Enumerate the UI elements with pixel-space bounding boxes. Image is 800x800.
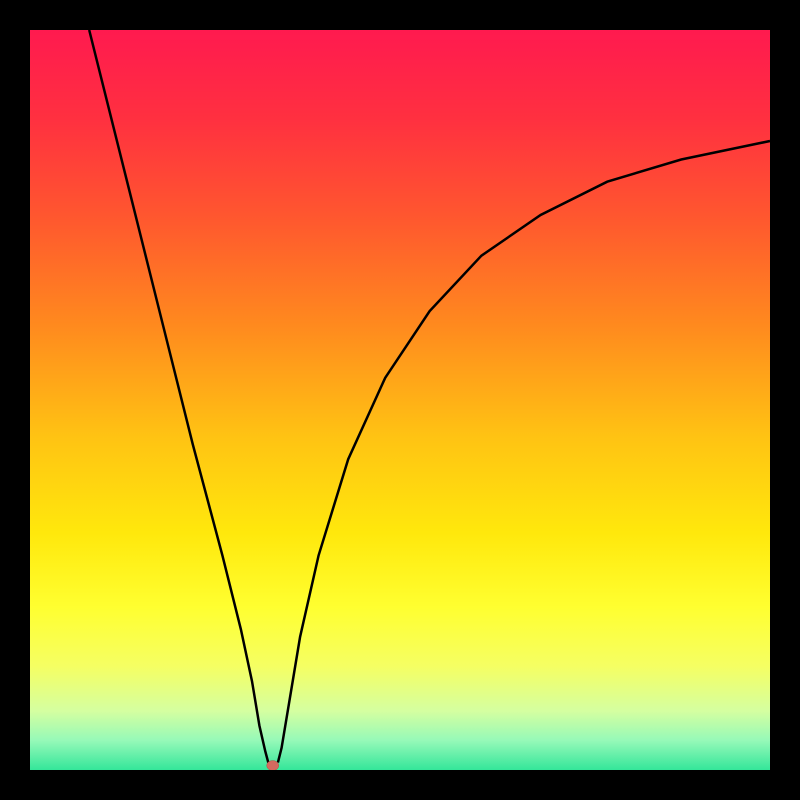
chart-container: TheBottleneck.com <box>0 0 800 800</box>
border-top <box>0 0 800 30</box>
optimum-marker <box>267 761 279 771</box>
border-bottom <box>0 770 800 800</box>
bottleneck-chart <box>0 0 800 800</box>
border-left <box>0 0 30 800</box>
plot-background <box>30 30 770 770</box>
border-right <box>770 0 800 800</box>
